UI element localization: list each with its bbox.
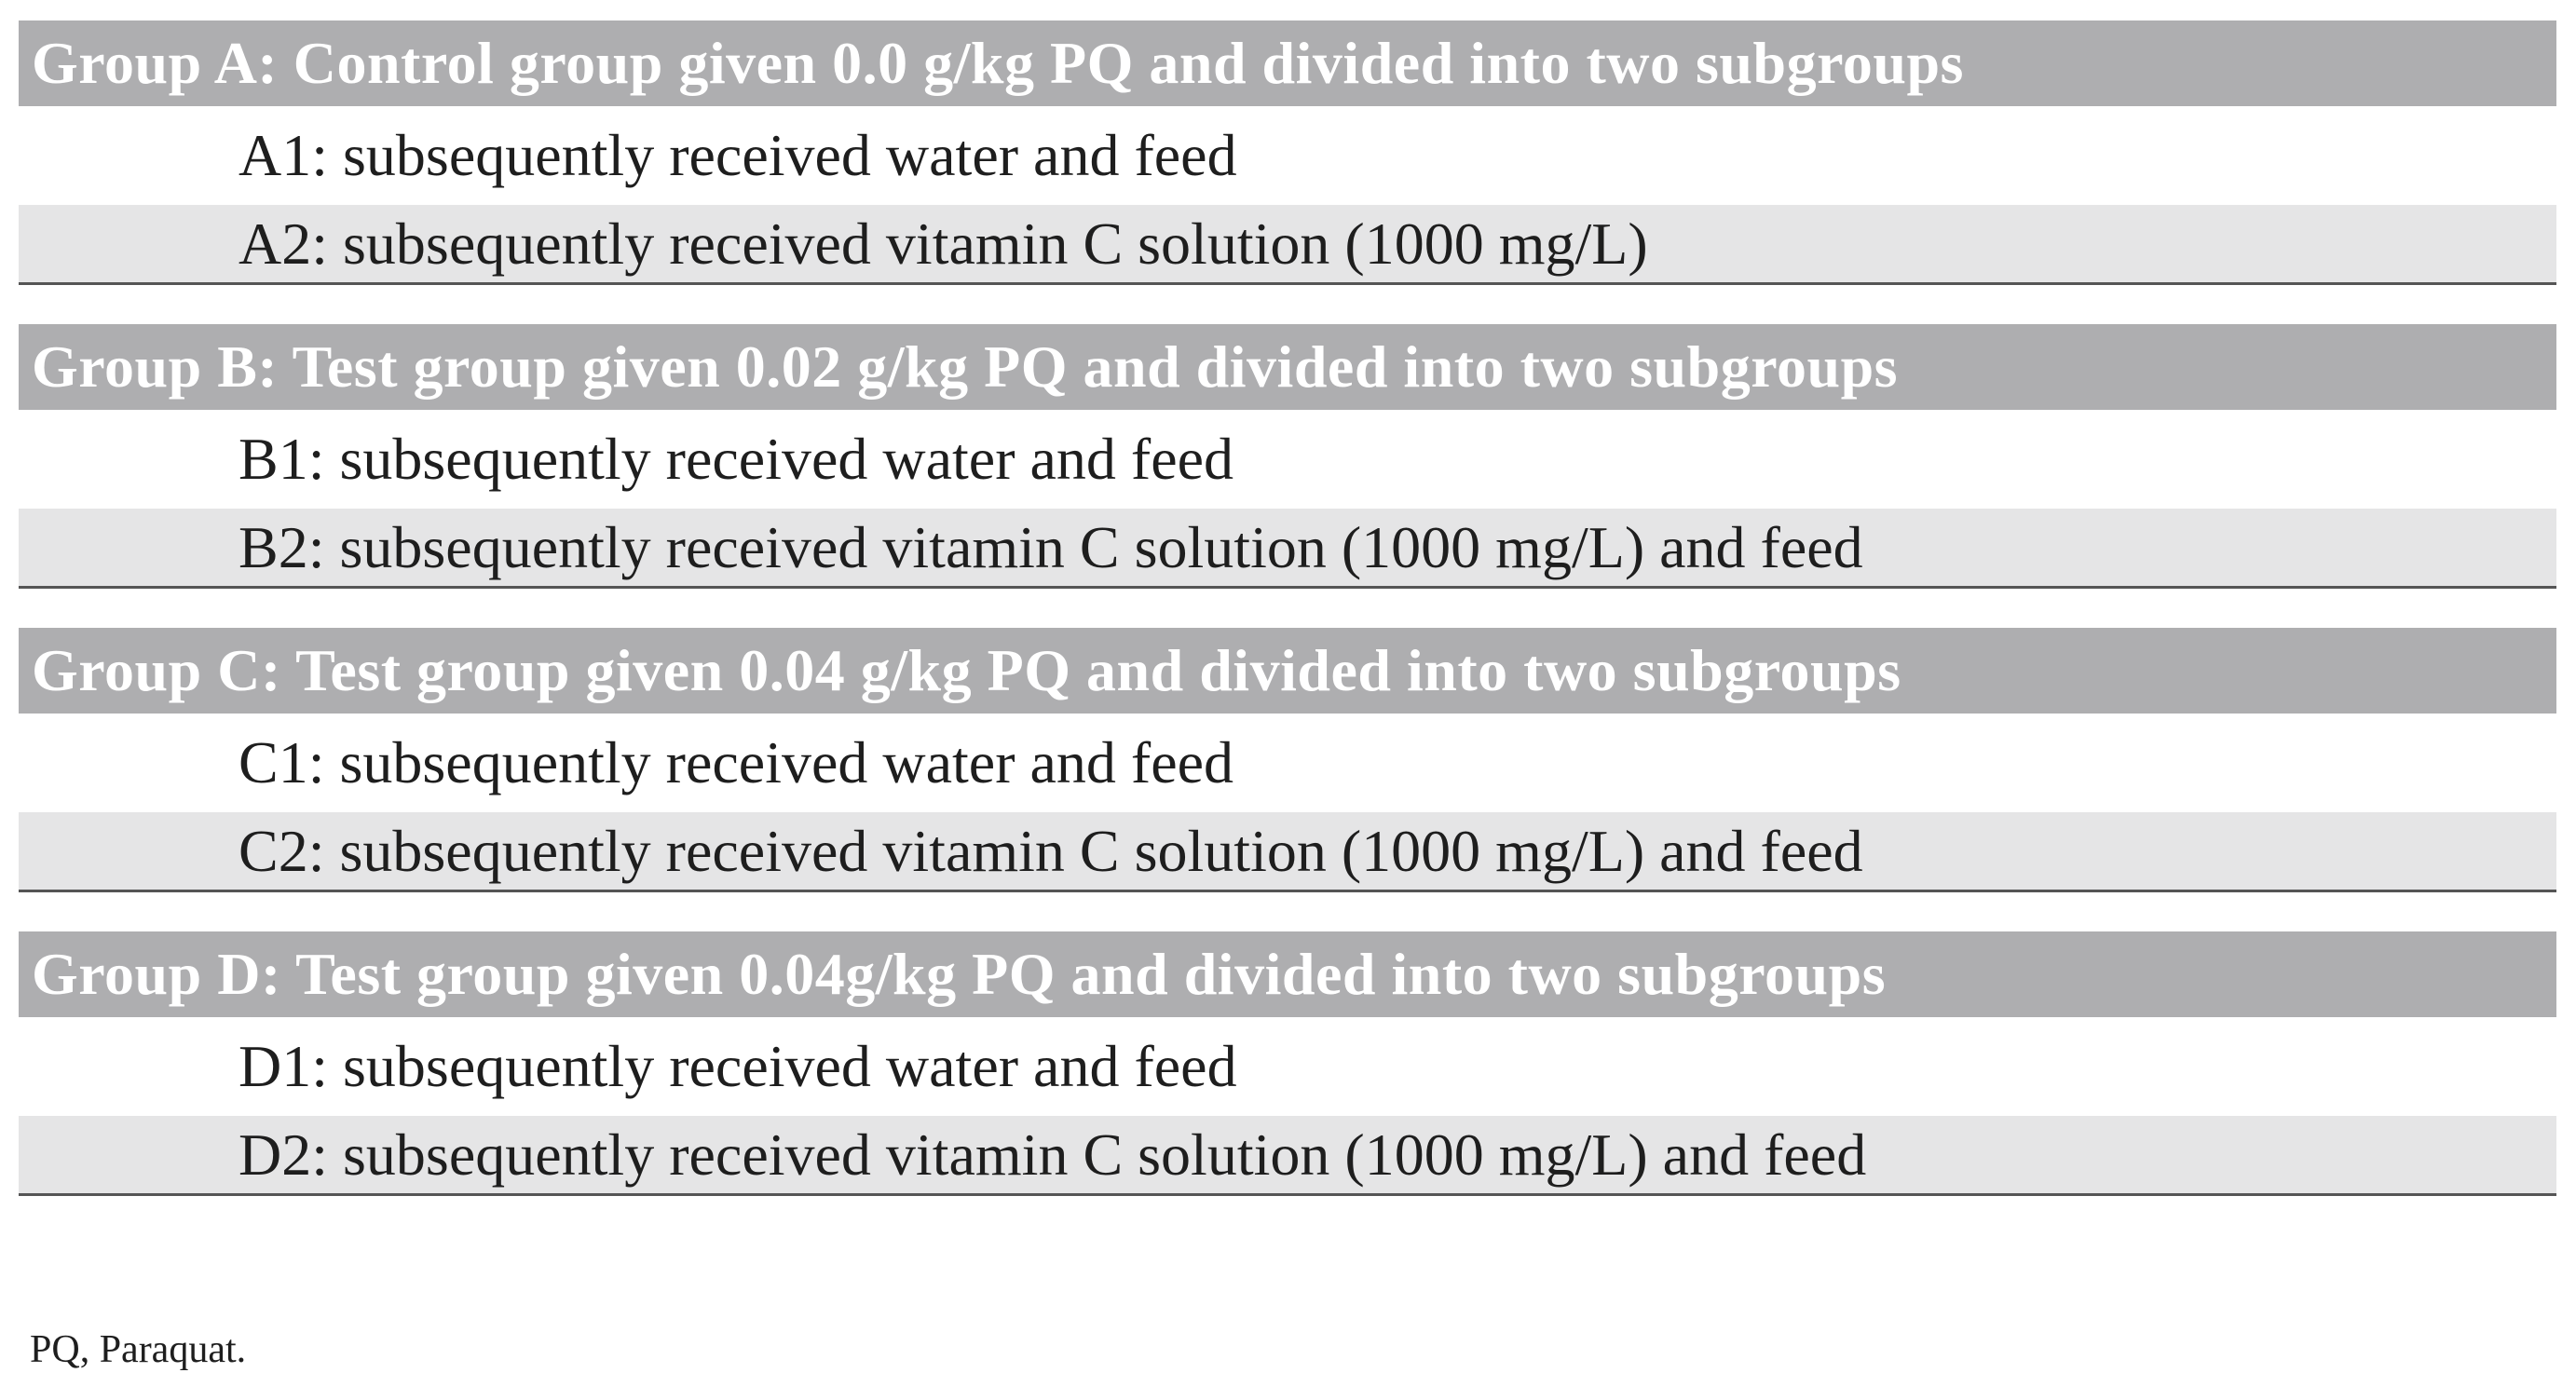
- footnote: PQ, Paraquat.: [30, 1328, 247, 1371]
- group-table: Group A: Control group given 0.0 g/kg PQ…: [19, 20, 2556, 1235]
- group-d: Group D: Test group given 0.04g/kg PQ an…: [19, 931, 2556, 1196]
- subgroup-row: C2: subsequently received vitamin C solu…: [19, 812, 2556, 892]
- group-header: Group C: Test group given 0.04 g/kg PQ a…: [19, 628, 2556, 714]
- subgroup-row: A2: subsequently received vitamin C solu…: [19, 205, 2556, 285]
- subgroup-row: B2: subsequently received vitamin C solu…: [19, 509, 2556, 589]
- subgroup-row: D1: subsequently received water and feed: [239, 1033, 1237, 1099]
- subgroup-row: D2: subsequently received vitamin C solu…: [19, 1116, 2556, 1196]
- group-a: Group A: Control group given 0.0 g/kg PQ…: [19, 20, 2556, 285]
- subgroup-row: B1: subsequently received water and feed: [239, 426, 1234, 492]
- subgroup-row: A1: subsequently received water and feed: [239, 122, 1237, 188]
- group-c: Group C: Test group given 0.04 g/kg PQ a…: [19, 628, 2556, 892]
- group-header: Group A: Control group given 0.0 g/kg PQ…: [19, 20, 2556, 106]
- group-header: Group D: Test group given 0.04g/kg PQ an…: [19, 931, 2556, 1017]
- subgroup-row: C1: subsequently received water and feed: [239, 729, 1234, 795]
- group-header: Group B: Test group given 0.02 g/kg PQ a…: [19, 324, 2556, 410]
- group-b: Group B: Test group given 0.02 g/kg PQ a…: [19, 324, 2556, 589]
